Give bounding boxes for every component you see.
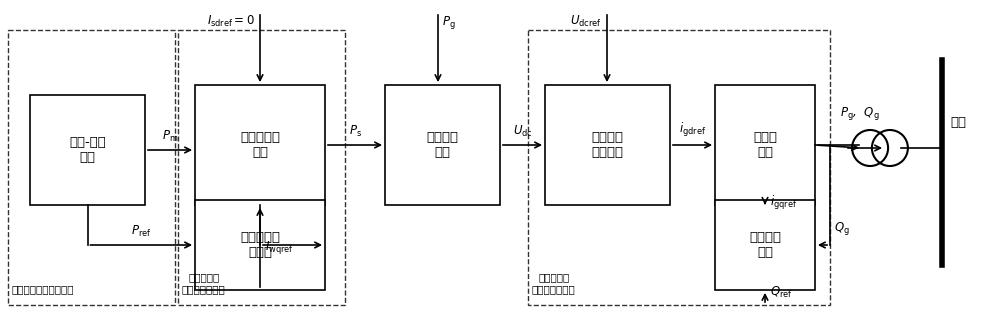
Text: $P_{\rm g}$,  $Q_{\rm g}$: $P_{\rm g}$, $Q_{\rm g}$ [840,105,880,122]
Text: $U_{\rm dcref}$: $U_{\rm dcref}$ [570,14,602,29]
Bar [30,95,145,205]
Text: 风能-功率
模型: 风能-功率 模型 [69,136,106,164]
Bar [715,200,815,290]
Text: $P_{\rm g}$: $P_{\rm g}$ [442,14,456,31]
Text: 机侧有功控
制模型: 机侧有功控 制模型 [240,231,280,259]
Text: $I_{\rm sdref}$$=0$: $I_{\rm sdref}$$=0$ [207,14,255,29]
Text: 变流器
模型: 变流器 模型 [753,131,777,159]
Text: $P_{\rm m}$: $P_{\rm m}$ [162,129,178,144]
Text: 无功控制
模型: 无功控制 模型 [749,231,781,259]
Bar [178,30,345,305]
Text: $i_{\rm gqref}$: $i_{\rm gqref}$ [770,193,797,211]
Text: 风力发电机侧简化模型: 风力发电机侧简化模型 [12,284,74,294]
Bar [715,85,815,205]
Text: 直流电容
模型: 直流电容 模型 [426,131,458,159]
Text: 网侧变流器
及控制系统模型: 网侧变流器 及控制系统模型 [532,272,576,294]
Text: $U_{\rm dc}$: $U_{\rm dc}$ [513,124,532,139]
Text: $P_{\rm ref}$: $P_{\rm ref}$ [131,224,152,239]
Text: $Q_{\rm g}$: $Q_{\rm g}$ [834,220,850,237]
Bar [528,30,830,305]
Text: $I_{\rm wqref}$: $I_{\rm wqref}$ [265,239,294,256]
Bar [8,30,175,305]
Text: $Q_{\rm ref}$: $Q_{\rm ref}$ [770,285,793,300]
Text: $P_{\rm s}$: $P_{\rm s}$ [349,124,361,139]
Bar [195,200,325,290]
Bar [195,85,325,205]
Text: 电网: 电网 [950,116,966,129]
Text: 网侧有功
控制模型: 网侧有功 控制模型 [592,131,624,159]
Bar [385,85,500,205]
Text: 永磁发电机
模型: 永磁发电机 模型 [240,131,280,159]
Text: 机侧变流器
及控制系统模型: 机侧变流器 及控制系统模型 [182,272,226,294]
Bar [545,85,670,205]
Text: $i_{\rm gdref}$: $i_{\rm gdref}$ [679,121,706,139]
